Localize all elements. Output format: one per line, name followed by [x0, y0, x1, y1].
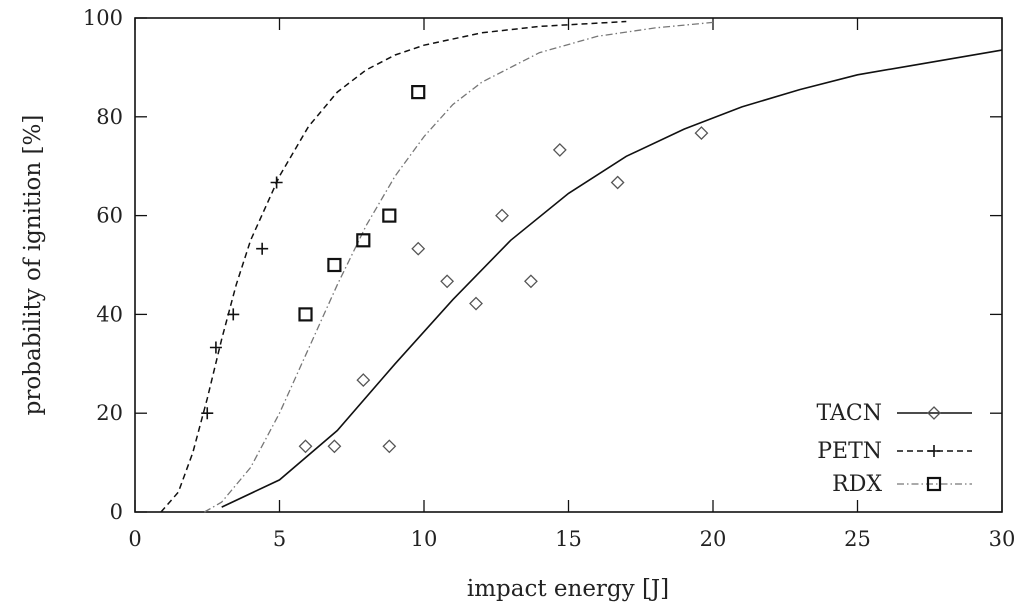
x-tick-label: 10 — [411, 527, 438, 551]
fit-line-rdx — [204, 21, 714, 513]
fit-line-tacn — [221, 49, 1003, 508]
data-point-tacn — [469, 296, 483, 311]
data-point-rdx — [411, 84, 426, 100]
y-axis-label: probability of ignition [%] — [20, 115, 46, 416]
data-point-tacn — [440, 274, 455, 289]
y-tick-label: 20 — [96, 401, 123, 425]
data-point-petn — [209, 341, 222, 354]
legend-marker-tacn — [927, 406, 941, 420]
data-point-rdx — [327, 257, 342, 273]
plot-frame — [134, 17, 1003, 513]
legend-marker-rdx — [926, 476, 942, 492]
x-tick-label: 0 — [128, 527, 141, 551]
data-point-petn — [227, 308, 240, 321]
data-point-tacn — [327, 439, 342, 454]
fit-curves — [160, 20, 1003, 513]
data-markers — [201, 84, 709, 454]
fit-line-petn — [160, 20, 627, 513]
data-point-tacn — [610, 175, 625, 190]
data-point-rdx — [356, 233, 371, 248]
legend: TACN PETN RDX — [817, 401, 972, 497]
data-point-tacn — [694, 126, 709, 141]
data-point-tacn — [382, 439, 397, 454]
x-tick-label: 5 — [273, 527, 286, 551]
legend-label-rdx: RDX — [832, 472, 882, 497]
data-point-rdx — [298, 307, 313, 322]
data-point-tacn — [495, 208, 509, 223]
x-tick-label: 15 — [555, 527, 582, 551]
y-tick-label: 40 — [96, 302, 123, 326]
tick-labels: 0 5 10 15 20 25 30 0 20 40 60 80 100 — [83, 6, 1015, 551]
data-point-petn — [201, 407, 214, 420]
legend-label-tacn: TACN — [817, 401, 882, 426]
y-tick-label: 60 — [96, 204, 123, 228]
data-point-tacn — [356, 373, 371, 388]
y-tick-label: 0 — [110, 500, 123, 524]
data-point-tacn — [524, 274, 538, 289]
x-tick-label: 25 — [844, 527, 871, 551]
x-tick-label: 20 — [700, 527, 727, 551]
data-point-petn — [270, 176, 283, 189]
legend-label-petn: PETN — [817, 439, 882, 464]
x-axis-label: impact energy [J] — [467, 576, 669, 602]
data-point-petn — [256, 242, 269, 255]
data-point-tacn — [411, 241, 426, 256]
x-tick-label: 30 — [989, 527, 1016, 551]
y-tick-label: 100 — [83, 6, 123, 30]
legend-marker-petn — [928, 445, 940, 457]
data-point-tacn — [298, 439, 313, 454]
data-point-rdx — [382, 208, 397, 223]
data-point-tacn — [552, 142, 567, 157]
y-tick-label: 80 — [96, 105, 123, 129]
axis-ticks — [134, 17, 1003, 513]
